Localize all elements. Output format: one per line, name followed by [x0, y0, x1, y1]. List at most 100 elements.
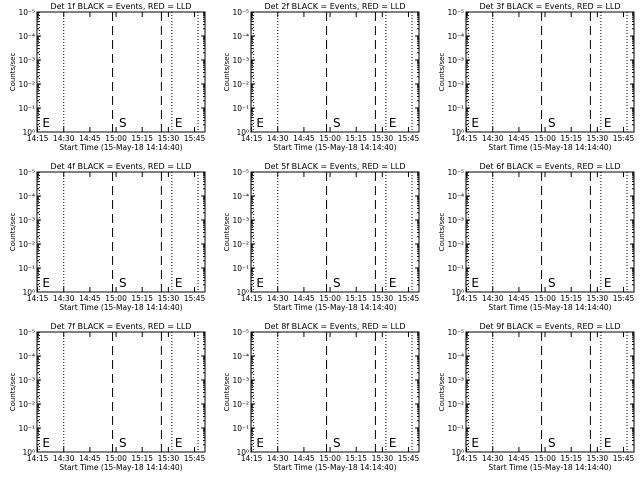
x-tick-label: 15:45 — [398, 454, 420, 463]
x-tick-label: 14:30 — [482, 454, 504, 463]
y-axis-label: Counts/sec — [9, 53, 17, 92]
y-tick-label: 10⁰ — [236, 128, 249, 137]
x-tick-label: 14:45 — [508, 134, 530, 143]
detector-panel-1: Det 1f BLACK = Events, RED = LLD 10⁰ 10⁻¹ 1… — [9, 2, 206, 152]
event-marker-e: E — [471, 116, 479, 130]
detector-panel-4: Det 4f BLACK = Events, RED = LLD 10⁰ 10⁻¹ 1… — [9, 162, 206, 312]
event-marker-e: E — [256, 276, 264, 290]
y-tick-label: 10⁻³ — [232, 56, 249, 65]
y-tick-label: 10⁻⁵ — [447, 328, 464, 337]
panel-title: Det 4f BLACK = Events, RED = LLD — [50, 162, 191, 171]
plot-frame — [250, 11, 420, 133]
x-tick-label: 15:45 — [398, 294, 420, 303]
event-marker-e: E — [42, 276, 50, 290]
x-tick-label: 15:00 — [319, 134, 341, 143]
x-tick-label: 14:15 — [27, 454, 49, 463]
y-tick-label: 10⁻² — [447, 240, 464, 249]
x-tick-label: 15:45 — [398, 134, 420, 143]
y-tick-label: 10⁻³ — [447, 216, 464, 225]
event-marker-e: E — [42, 436, 50, 450]
x-tick-label: 15:15 — [345, 454, 367, 463]
x-tick-label: 15:00 — [105, 454, 127, 463]
x-tick-label: 14:15 — [241, 454, 263, 463]
x-tick-label: 14:30 — [482, 294, 504, 303]
y-tick-label: 10⁻⁵ — [18, 168, 35, 177]
event-marker-e: E — [389, 276, 397, 290]
y-tick-label: 10⁻³ — [18, 56, 35, 65]
y-tick-label: 10⁰ — [22, 448, 35, 457]
x-tick-label: 15:00 — [534, 294, 556, 303]
panel-title: Det 3f BLACK = Events, RED = LLD — [479, 2, 620, 11]
x-tick-label: 14:15 — [27, 134, 49, 143]
y-tick-label: 10⁰ — [236, 448, 249, 457]
y-tick-label: 10⁻⁴ — [232, 192, 249, 201]
x-tick-label: 15:45 — [613, 294, 635, 303]
x-tick-label: 14:45 — [79, 134, 101, 143]
event-marker-s: S — [119, 276, 127, 290]
event-marker-s: S — [333, 436, 341, 450]
y-tick-label: 10⁻⁴ — [18, 192, 35, 201]
x-tick-label: 15:15 — [131, 454, 153, 463]
x-tick-label: 14:45 — [79, 454, 101, 463]
x-tick-label: 14:30 — [482, 134, 504, 143]
panel-title: Det 8f BLACK = Events, RED = LLD — [264, 322, 405, 331]
x-tick-label: 15:15 — [345, 134, 367, 143]
event-marker-e: E — [389, 436, 397, 450]
detector-panel-9: Det 9f BLACK = Events, RED = LLD 10⁰ 10⁻¹ 1… — [438, 322, 635, 472]
x-tick-label: 15:15 — [131, 294, 153, 303]
event-marker-s: S — [119, 116, 127, 130]
x-axis-label: Start Time (15-May-18 14:14:40) — [273, 303, 396, 312]
x-tick-label: 14:15 — [241, 294, 263, 303]
x-tick-label: 14:30 — [267, 134, 289, 143]
event-marker-e: E — [471, 276, 479, 290]
event-marker-e: E — [604, 436, 612, 450]
event-marker-s: S — [333, 276, 341, 290]
y-tick-label: 10⁻³ — [447, 56, 464, 65]
x-tick-label: 15:00 — [534, 134, 556, 143]
y-tick-label: 10⁻¹ — [18, 104, 35, 113]
y-tick-label: 10⁻⁴ — [18, 352, 35, 361]
y-tick-label: 10⁻⁴ — [447, 352, 464, 361]
panel-title: Det 2f BLACK = Events, RED = LLD — [264, 2, 405, 11]
x-tick-label: 14:30 — [53, 294, 75, 303]
panel-title: Det 9f BLACK = Events, RED = LLD — [479, 322, 620, 331]
y-tick-label: 10⁻³ — [232, 216, 249, 225]
y-tick-label: 10⁻⁵ — [232, 168, 249, 177]
y-tick-label: 10⁻² — [18, 80, 35, 89]
x-axis-label: Start Time (15-May-18 14:14:40) — [488, 303, 611, 312]
x-tick-label: 15:15 — [131, 134, 153, 143]
detector-panel-7: Det 7f BLACK = Events, RED = LLD 10⁰ 10⁻¹ 1… — [9, 322, 206, 472]
x-tick-label: 15:45 — [184, 294, 206, 303]
y-tick-label: 10⁻³ — [232, 376, 249, 385]
x-tick-label: 15:15 — [560, 134, 582, 143]
y-tick-label: 10⁻¹ — [447, 424, 464, 433]
x-tick-label: 15:45 — [613, 454, 635, 463]
y-tick-label: 10⁻¹ — [447, 104, 464, 113]
x-tick-label: 14:30 — [267, 294, 289, 303]
y-axis-label: Counts/sec — [9, 373, 17, 412]
x-tick-label: 15:30 — [372, 454, 394, 463]
event-marker-e: E — [256, 116, 264, 130]
x-tick-label: 15:00 — [319, 294, 341, 303]
x-tick-label: 14:45 — [79, 294, 101, 303]
detector-panel-3: Det 3f BLACK = Events, RED = LLD 10⁰ 10⁻¹ 1… — [438, 2, 635, 152]
y-tick-label: 10⁻² — [232, 400, 249, 409]
event-marker-e: E — [175, 276, 183, 290]
y-tick-label: 10⁰ — [451, 288, 464, 297]
event-marker-e: E — [175, 436, 183, 450]
x-tick-label: 15:15 — [560, 454, 582, 463]
plot-frame — [250, 171, 420, 293]
x-tick-label: 15:00 — [105, 134, 127, 143]
x-tick-label: 14:15 — [27, 294, 49, 303]
y-axis-label: Counts/sec — [223, 213, 231, 252]
y-tick-label: 10⁻⁴ — [447, 32, 464, 41]
y-tick-label: 10⁻² — [18, 240, 35, 249]
event-marker-e: E — [256, 436, 264, 450]
x-tick-label: 14:15 — [456, 454, 478, 463]
x-tick-label: 15:30 — [587, 454, 609, 463]
y-tick-label: 10⁻³ — [447, 376, 464, 385]
plot-frame — [36, 331, 206, 453]
event-marker-e: E — [604, 276, 612, 290]
plot-frame — [36, 171, 206, 293]
